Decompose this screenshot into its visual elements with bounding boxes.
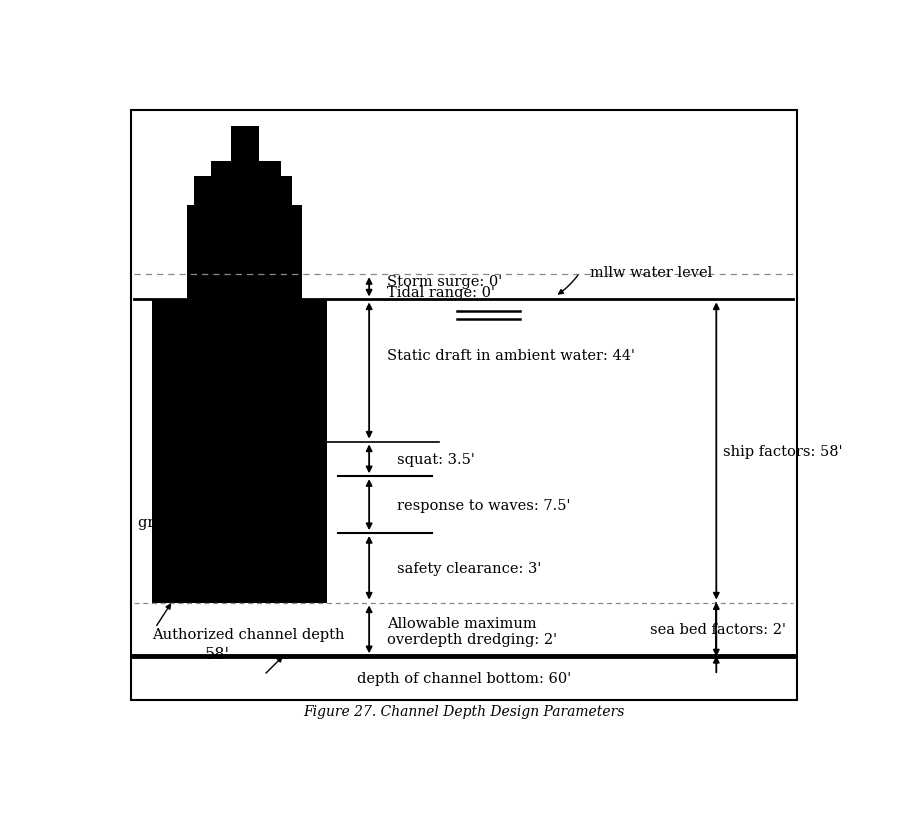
Text: squat: 3.5': squat: 3.5' [397,452,475,466]
Bar [186,206,302,300]
Text: Authorized channel depth: Authorized channel depth [152,627,344,640]
Text: gross under keel: 14': gross under keel: 14' [138,515,294,529]
Text: Storm surge: 0': Storm surge: 0' [386,274,502,288]
Bar [212,161,281,177]
Bar [152,300,327,603]
Text: Static draft in ambient water: 44': Static draft in ambient water: 44' [386,348,634,362]
Text: response to waves: 7.5': response to waves: 7.5' [397,498,571,512]
Text: safety clearance: 3': safety clearance: 3' [397,561,541,575]
Text: mllw water level: mllw water level [590,266,712,280]
Text: ship factors: 58': ship factors: 58' [723,445,843,459]
Text: overdepth dredging: 2': overdepth dredging: 2' [386,632,557,646]
Text: Allowable maximum: Allowable maximum [386,616,537,631]
Text: 58': 58' [205,645,229,663]
Text: depth of channel bottom: 60': depth of channel bottom: 60' [357,672,571,686]
Text: Figure 27. Channel Depth Design Parameters: Figure 27. Channel Depth Design Paramete… [303,704,624,718]
Bar [194,177,292,206]
Text: Tidal range: 0': Tidal range: 0' [386,286,495,300]
Bar [231,127,259,161]
Text: sea bed factors: 2': sea bed factors: 2' [650,622,786,636]
